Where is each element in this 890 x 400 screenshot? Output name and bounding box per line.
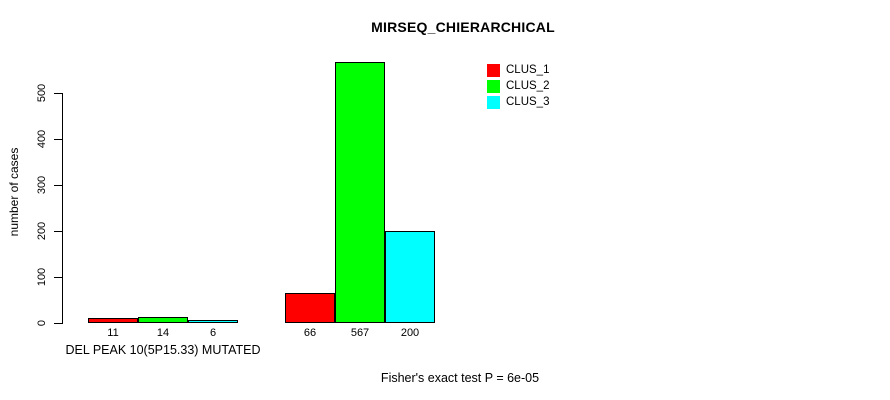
y-axis-tick-label: 100 — [36, 267, 48, 287]
legend-item-label: CLUS_1 — [506, 64, 550, 76]
bar-CLUS_3-group-1 — [188, 320, 238, 323]
y-axis-tick — [54, 185, 62, 186]
bar-value-label: 6 — [209, 327, 217, 339]
y-axis-tick-label: 200 — [36, 221, 48, 241]
y-axis-tick — [54, 277, 62, 278]
bar-CLUS_1-group-2 — [285, 293, 335, 323]
legend-item-label: CLUS_2 — [506, 80, 550, 92]
legend-item: CLUS_3 — [487, 94, 549, 110]
y-axis-tick — [54, 139, 62, 140]
legend-item: CLUS_1 — [487, 62, 549, 78]
bar-CLUS_3-group-2 — [385, 231, 435, 323]
y-axis-tick-label: 500 — [36, 83, 48, 103]
y-axis-tick-label: 0 — [36, 319, 48, 327]
chart-title: MIRSEQ_CHIERARCHICAL — [371, 19, 555, 35]
bar-CLUS_1-group-1 — [88, 318, 138, 323]
bar-value-label: 66 — [303, 327, 317, 339]
bar-value-label: 567 — [350, 327, 370, 339]
legend: CLUS_1 CLUS_2 CLUS_3 — [487, 62, 549, 110]
bar-CLUS_2-group-1 — [138, 317, 188, 323]
y-axis-tick-label: 400 — [36, 129, 48, 149]
bar-CLUS_2-group-2 — [335, 62, 385, 323]
legend-item: CLUS_2 — [487, 78, 549, 94]
legend-swatch-CLUS_1 — [487, 63, 500, 77]
y-axis-label: number of cases — [7, 147, 21, 237]
legend-item-label: CLUS_3 — [506, 96, 550, 108]
legend-swatch-CLUS_3 — [487, 95, 500, 109]
y-axis-line — [62, 93, 63, 324]
y-axis-tick — [54, 323, 62, 324]
y-axis-tick — [54, 231, 62, 232]
bar-value-label: 11 — [107, 327, 119, 339]
bar-value-label: 200 — [400, 327, 420, 339]
legend-swatch-CLUS_2 — [487, 79, 500, 93]
y-axis-tick — [54, 93, 62, 94]
bar-value-label: 14 — [156, 327, 170, 339]
y-axis-tick-label: 300 — [36, 175, 48, 195]
footnote-fisher-test: Fisher's exact test P = 6e-05 — [380, 371, 540, 385]
x-group-label: DEL PEAK 10(5P15.33) MUTATED — [65, 343, 261, 357]
